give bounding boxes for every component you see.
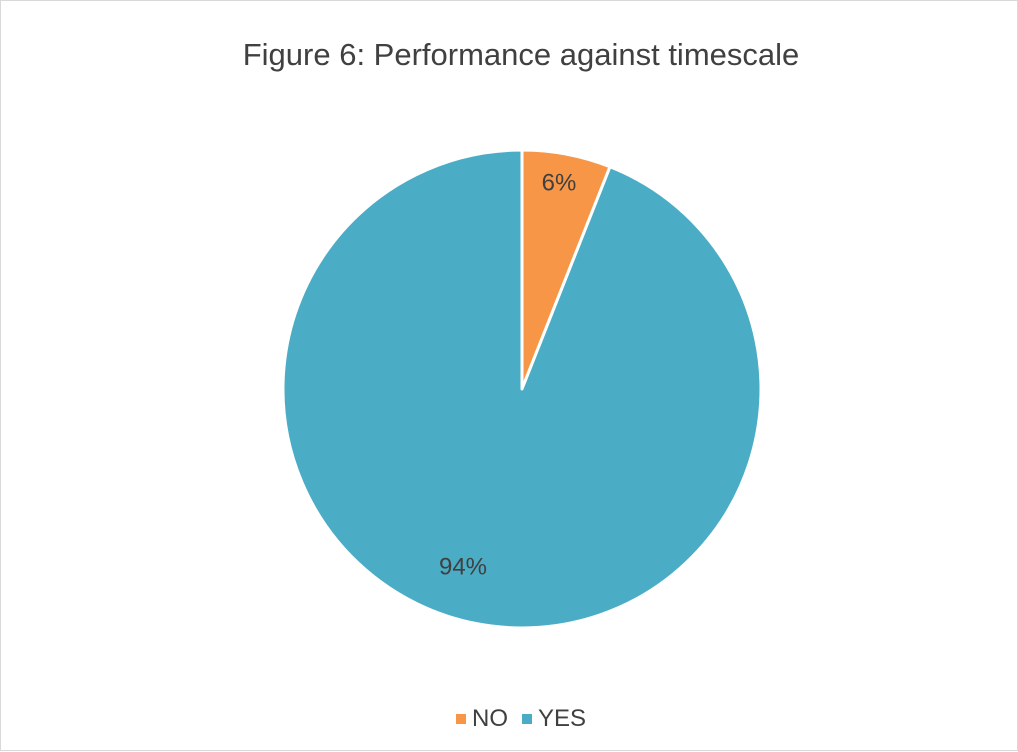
chart-title: Figure 6: Performance against timescale (242, 37, 800, 72)
data-label-yes: 94% (439, 553, 487, 580)
legend-swatch-yes (521, 714, 532, 724)
legend-item-no: NO (455, 705, 508, 733)
pie-slice-yes (281, 148, 763, 630)
pie-data-labels: 6% 94% (439, 169, 576, 580)
pie-slices (281, 148, 763, 630)
legend-item-yes: YES (521, 705, 587, 733)
legend-label-no: NO (471, 705, 508, 732)
legend-swatch-no (455, 714, 466, 724)
legend: NO YES (1, 705, 1018, 733)
data-label-no: 6% (542, 169, 577, 196)
legend-label-yes: YES (537, 705, 587, 732)
